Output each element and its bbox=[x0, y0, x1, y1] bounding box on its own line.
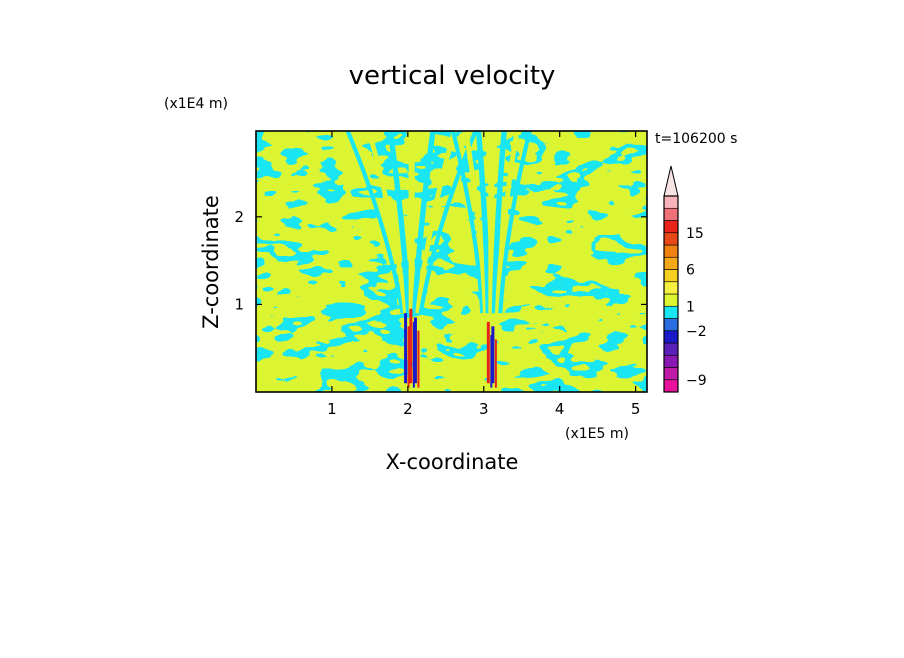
plot-frame bbox=[255, 130, 648, 393]
y-tick-label: 2 bbox=[234, 208, 244, 226]
core-column bbox=[491, 326, 495, 384]
plot-area bbox=[256, 131, 647, 392]
colorbar-frame bbox=[663, 195, 679, 393]
wave-streak bbox=[494, 131, 520, 314]
colorbar-level bbox=[663, 367, 679, 381]
y-axis-ticks: 12 bbox=[234, 208, 647, 313]
colorbar-label: −2 bbox=[686, 324, 707, 340]
colorbar-level bbox=[663, 207, 679, 221]
colorbar-level bbox=[663, 379, 679, 393]
wave-streak bbox=[475, 131, 492, 314]
x-tick-label: 2 bbox=[403, 400, 413, 418]
y-axis-label: Z-coordinate bbox=[199, 195, 223, 329]
wave-streak bbox=[387, 131, 412, 314]
wave-streak bbox=[415, 131, 457, 314]
colorbar-level bbox=[663, 244, 679, 258]
wave-streak bbox=[463, 131, 488, 314]
core-column bbox=[494, 339, 497, 388]
convective-cores bbox=[404, 308, 497, 388]
colorbar-label: 15 bbox=[686, 226, 704, 242]
core-column bbox=[413, 317, 417, 384]
y-unit-label: (x1E4 m) bbox=[164, 96, 228, 112]
colorbar: 15 6 1 −2 −9 bbox=[663, 165, 707, 393]
core-column bbox=[409, 308, 413, 384]
core-column bbox=[407, 326, 410, 388]
x-axis-ticks: 1 2 3 4 5 bbox=[327, 131, 640, 418]
colorbar-label: 1 bbox=[686, 299, 695, 315]
colorbar-label: −9 bbox=[686, 373, 707, 389]
colorbar-top-extension bbox=[663, 165, 679, 197]
colorbar-level bbox=[663, 342, 679, 356]
wave-streak bbox=[450, 131, 485, 314]
colorbar-level bbox=[663, 318, 679, 332]
colorbar-level bbox=[663, 354, 679, 368]
wave-streak bbox=[366, 131, 409, 314]
core-column bbox=[486, 321, 490, 384]
wave-streak bbox=[345, 131, 405, 314]
field-positive-weak bbox=[256, 131, 647, 392]
colorbar-level bbox=[663, 330, 679, 344]
wave-streak bbox=[491, 131, 507, 314]
x-tick-label: 4 bbox=[555, 400, 565, 418]
colorbar-level bbox=[663, 269, 679, 283]
x-axis-label: X-coordinate bbox=[386, 450, 519, 474]
colorbar-level bbox=[663, 293, 679, 307]
timestamp-label: t=106200 s bbox=[655, 131, 737, 147]
core-column bbox=[490, 335, 493, 388]
core-column bbox=[404, 313, 408, 384]
core-column bbox=[412, 321, 415, 388]
x-unit-label: (x1E5 m) bbox=[565, 426, 629, 442]
colorbar-level bbox=[663, 195, 679, 209]
wave-streak bbox=[498, 131, 532, 314]
y-tick-label: 1 bbox=[234, 295, 244, 313]
wave-streaks bbox=[345, 131, 532, 314]
colorbar-level bbox=[663, 281, 679, 295]
colorbar-level bbox=[663, 256, 679, 270]
x-tick-label: 3 bbox=[479, 400, 489, 418]
colorbar-level bbox=[663, 220, 679, 234]
core-column bbox=[417, 330, 420, 388]
colorbar-label: 6 bbox=[686, 263, 695, 279]
wave-streak bbox=[411, 131, 436, 314]
colorbar-level bbox=[663, 232, 679, 246]
x-tick-label: 1 bbox=[327, 400, 337, 418]
colorbar-level bbox=[663, 305, 679, 319]
chart-title: vertical velocity bbox=[349, 61, 556, 91]
x-tick-label: 5 bbox=[631, 400, 641, 418]
